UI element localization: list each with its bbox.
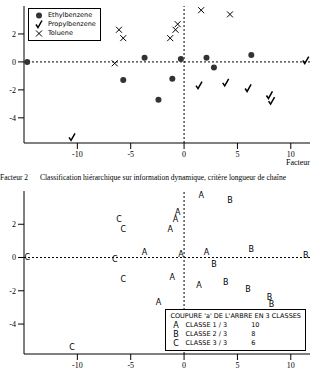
svg-text:-2: -2: [9, 287, 16, 296]
svg-text:0: 0: [12, 58, 16, 67]
svg-text:B: B: [249, 245, 255, 254]
html-text:CLASSE 1 / 3: CLASSE 1 / 3: [185, 321, 228, 329]
svg-text:A: A: [142, 248, 148, 257]
svg-text:B: B: [266, 292, 273, 302]
svg-text:A: A: [174, 208, 181, 218]
html-text:Classification hiérarchique su: Classification hiérarchique sur informat…: [40, 173, 286, 182]
html-text:6: 6: [251, 339, 256, 347]
svg-text:-2: -2: [9, 86, 16, 95]
svg-text:A: A: [198, 191, 204, 200]
html-text:Facteur 2: Facteur 2: [0, 173, 29, 182]
svg-text:A: A: [178, 250, 184, 259]
svg-text:10: 10: [286, 149, 295, 159]
svg-text:C: C: [112, 255, 118, 264]
svg-text:A: A: [196, 281, 202, 290]
svg-text:C: C: [174, 339, 180, 348]
svg-text:B: B: [303, 251, 309, 260]
svg-text:-4: -4: [9, 320, 16, 329]
svg-text:A: A: [174, 321, 180, 330]
svg-text:A: A: [156, 298, 162, 307]
html-text:Propylbenzene: Propylbenzene: [48, 20, 96, 28]
svg-text:C: C: [24, 253, 30, 262]
html-text:8: 8: [251, 330, 256, 338]
svg-text:-10: -10: [72, 150, 83, 159]
svg-text:-10: -10: [72, 361, 83, 370]
html-text:CLASSE 2 / 3: CLASSE 2 / 3: [185, 330, 228, 338]
svg-text:B: B: [245, 285, 251, 294]
svg-text:A: A: [204, 248, 210, 257]
svg-text:B: B: [227, 196, 233, 205]
svg-text:B: B: [211, 260, 217, 269]
svg-text:C: C: [120, 275, 126, 284]
svg-text:-4: -4: [9, 114, 16, 123]
html-text:Toluene: Toluene: [48, 29, 73, 37]
svg-text:-5: -5: [127, 150, 134, 159]
svg-text:2: 2: [12, 220, 16, 229]
svg-text:C: C: [116, 215, 122, 224]
svg-text:B: B: [174, 330, 180, 339]
svg-text:A: A: [173, 215, 179, 224]
svg-text:0: 0: [12, 253, 16, 262]
svg-text:-5: -5: [127, 361, 134, 370]
svg-text:0: 0: [182, 361, 186, 370]
svg-text:B: B: [223, 278, 229, 287]
html-text:CLASSE 3 / 3: CLASSE 3 / 3: [185, 339, 228, 347]
svg-text:10: 10: [287, 361, 295, 370]
svg-text:0: 0: [182, 150, 186, 159]
svg-text:2: 2: [12, 30, 16, 39]
html-text:10: 10: [251, 321, 260, 329]
svg-text:Facteur: Facteur: [286, 158, 310, 165]
svg-text:C: C: [69, 343, 75, 352]
svg-text:C: C: [120, 225, 126, 234]
svg-text:A: A: [167, 225, 173, 234]
svg-text:A: A: [170, 273, 176, 282]
svg-text:5: 5: [235, 150, 239, 159]
svg-text:5: 5: [235, 361, 239, 370]
svg-text:B: B: [269, 300, 275, 309]
html-text:Ethylbenzene: Ethylbenzene: [48, 11, 93, 19]
html-text:COUPURE 'a' DE L'ARBRE EN 3 CL: COUPURE 'a' DE L'ARBRE EN 3 CLASSES: [170, 312, 301, 320]
